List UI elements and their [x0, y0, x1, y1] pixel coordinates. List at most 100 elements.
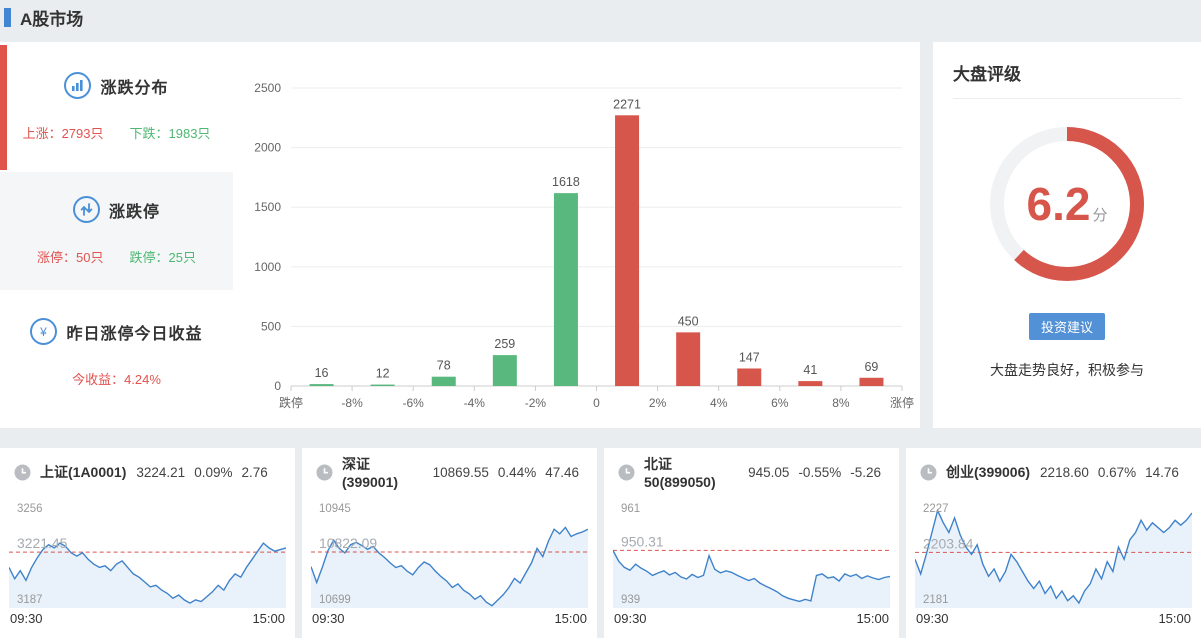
- index-header[interactable]: 深证(399001) 10869.55 0.44% 47.46: [311, 448, 588, 496]
- index-change-pct: 0.09%: [194, 464, 233, 480]
- index-name: 创业(399006): [946, 464, 1031, 480]
- index-header[interactable]: 创业(399006) 2218.60 0.67% 14.76: [915, 448, 1192, 496]
- stat-limit-down-count: 跌停：25只: [129, 250, 196, 265]
- clock-icon: [316, 464, 333, 481]
- distribution-chart-area: 0 500 1000 1500 2000 2500 跌停 -8% -6% -4% -2% 0 2% 4% 6…: [233, 42, 920, 428]
- bar-value-label: 41: [803, 363, 817, 377]
- bar-value-label: 450: [678, 314, 699, 328]
- x-tick-label: -4%: [464, 396, 486, 410]
- section-title: 昨日涨停今日收益: [66, 325, 203, 343]
- section-updown-distribution: 涨跌分布 上涨：2793只 下跌：1983只: [0, 42, 233, 172]
- section-limit-updown: 涨跌停 涨停：50只 跌停：25只: [0, 172, 233, 290]
- index-mini-chart: 3256 3221.45 3187: [9, 503, 286, 608]
- mini-y-top-label: 10945: [319, 503, 351, 515]
- mini-ref-label: 3221.45: [17, 535, 68, 551]
- clock-icon: [618, 464, 635, 481]
- mini-ref-label: 2203.84: [923, 535, 974, 551]
- mini-area-fill: [613, 550, 890, 608]
- index-card-shanghai: 上证(1A0001) 3224.21 0.09% 2.76 3256 3221.4…: [0, 448, 295, 638]
- y-tick-label: 2500: [254, 81, 281, 95]
- bar-value-label: 259: [494, 337, 515, 351]
- bar-value-label: 147: [739, 350, 760, 364]
- page-header: A股市场: [0, 0, 1201, 34]
- index-cards-row: 上证(1A0001) 3224.21 0.09% 2.76 3256 3221.4…: [0, 448, 1201, 638]
- index-mini-chart: 961 950.31 939: [613, 503, 890, 608]
- stat-today-return: 今收益：4.24%: [72, 372, 161, 387]
- x-tick-label: 6%: [771, 396, 789, 410]
- mini-y-bottom-label: 10699: [319, 594, 351, 606]
- mini-area-fill: [9, 543, 286, 608]
- clock-icon: [920, 464, 937, 481]
- advice-text: 大盘走势良好，积极参与: [990, 362, 1144, 378]
- score-gauge: 6.2 分: [982, 119, 1152, 289]
- section-title: 涨跌停: [108, 203, 160, 221]
- page-title: A股市场: [20, 9, 84, 29]
- market-overview-card: 涨跌分布 上涨：2793只 下跌：1983只: [0, 42, 920, 428]
- dist-bar: [859, 377, 884, 386]
- dist-bar: [370, 384, 395, 386]
- mini-price-line: [311, 526, 588, 607]
- dist-bar: [737, 368, 762, 386]
- svg-text:¥: ¥: [40, 325, 48, 339]
- mini-y-top-label: 3256: [17, 503, 42, 515]
- yen-icon: ¥: [30, 318, 58, 345]
- rating-card: 大盘评级 6.2 分 投资建议 大盘走势良好，积极参与: [933, 42, 1201, 428]
- rating-title: 大盘评级: [953, 60, 1181, 99]
- y-tick-label: 1000: [254, 260, 281, 274]
- left-panel: 涨跌分布 上涨：2793只 下跌：1983只: [0, 42, 233, 428]
- stat-fall-count: 下跌：1983只: [129, 126, 211, 141]
- stat-rise-count: 上涨：2793只: [22, 126, 104, 141]
- distribution-bar-chart: 0 500 1000 1500 2000 2500 跌停 -8% -6% -4% -2% 0 2% 4% 6…: [254, 81, 914, 410]
- bar-value-label: 16: [315, 366, 329, 380]
- index-name: 深证(399001): [342, 456, 399, 490]
- mini-y-bottom-label: 3187: [17, 594, 42, 606]
- mini-y-top-label: 2227: [923, 503, 948, 515]
- gauge-score: 6.2: [1026, 178, 1091, 230]
- bar-value-label: 78: [437, 359, 451, 373]
- time-end: 15:00: [554, 611, 587, 626]
- x-tick-label: 2%: [649, 396, 667, 410]
- index-price: 3224.21: [136, 464, 186, 480]
- index-change: -5.26: [850, 464, 881, 480]
- time-end: 15:00: [856, 611, 889, 626]
- dist-bar: [309, 384, 334, 386]
- mini-y-top-label: 961: [621, 503, 640, 515]
- dist-bar: [553, 193, 578, 386]
- y-tick-label: 500: [261, 319, 281, 333]
- x-tick-label: 4%: [710, 396, 728, 410]
- gauge-unit: 分: [1092, 206, 1108, 224]
- index-change-pct: 0.67%: [1097, 464, 1137, 480]
- x-tick-label: -8%: [341, 396, 363, 410]
- index-card-shenzhen: 深证(399001) 10869.55 0.44% 47.46 10945 108…: [302, 448, 597, 638]
- dist-bar: [615, 115, 640, 386]
- mini-price-line: [613, 550, 890, 603]
- index-change: 2.76: [241, 464, 268, 480]
- index-header[interactable]: 北证50(899050) 945.05 -0.55% -5.26: [613, 448, 890, 496]
- index-mini-chart: 2227 2203.84 2181: [915, 503, 1192, 608]
- mini-y-bottom-label: 2181: [923, 594, 948, 606]
- section-yesterday-limitup-return: ¥ 昨日涨停今日收益 今收益：4.24%: [0, 290, 233, 428]
- y-tick-label: 0: [274, 379, 281, 393]
- index-price: 945.05: [748, 464, 790, 480]
- bar-value-label: 69: [864, 360, 878, 374]
- y-tick-label: 1500: [254, 200, 281, 214]
- index-change-pct: -0.55%: [798, 464, 842, 480]
- mini-area-fill: [311, 527, 588, 608]
- time-end: 15:00: [252, 611, 285, 626]
- dist-bar: [431, 376, 456, 386]
- x-tick-label: 跌停: [279, 395, 303, 410]
- index-mini-chart: 10945 10822.09 10699: [311, 503, 588, 608]
- mini-price-line: [9, 542, 286, 604]
- time-start: 09:30: [10, 611, 43, 626]
- dist-bar: [798, 381, 823, 386]
- index-price: 2218.60: [1040, 464, 1089, 480]
- time-start: 09:30: [916, 611, 949, 626]
- investment-advice-button[interactable]: 投资建议: [1028, 313, 1105, 340]
- dist-bar: [676, 332, 701, 386]
- bar-value-label: 12: [376, 367, 390, 381]
- index-header[interactable]: 上证(1A0001) 3224.21 0.09% 2.76: [9, 448, 286, 496]
- time-end: 15:00: [1158, 611, 1191, 626]
- mini-area-fill: [915, 510, 1192, 608]
- bar-value-label: 2271: [613, 97, 641, 111]
